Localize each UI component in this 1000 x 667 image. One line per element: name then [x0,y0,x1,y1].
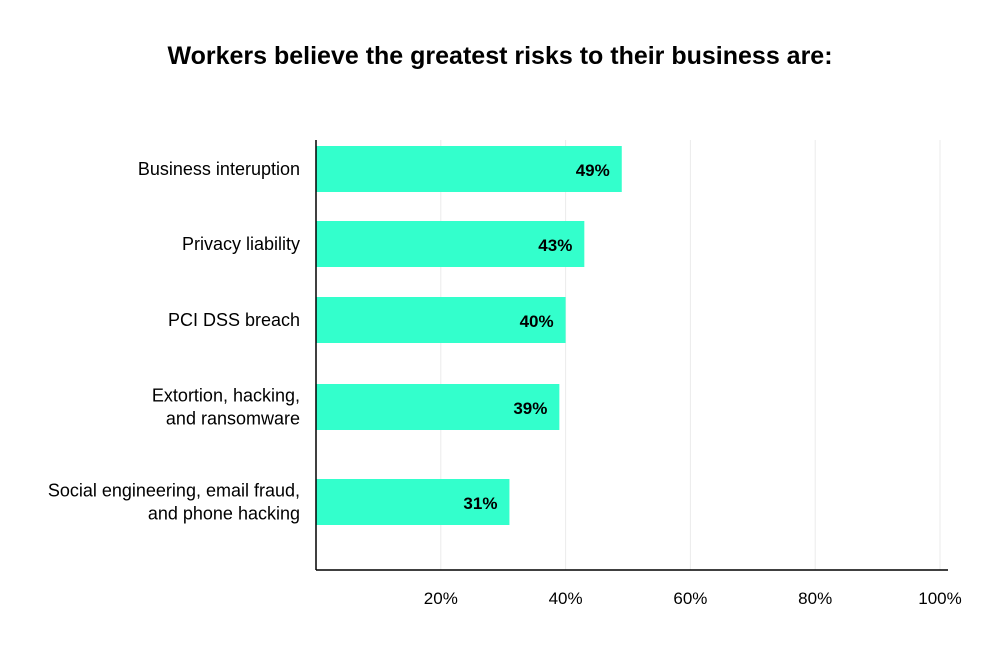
bar-2 [316,221,585,267]
category-label: Extortion, hacking, and ransomware [152,386,300,429]
category-label: Privacy liability [182,234,300,254]
x-tick-label: 40% [549,589,583,608]
x-tick-label: 80% [798,589,832,608]
category-label: Business interuption [138,159,300,179]
category-label: PCI DSS breach [168,310,300,330]
category-label-line: Social engineering, email fraud, [48,481,300,501]
bar-1 [316,146,622,192]
bar-3 [316,297,566,343]
bar-5 [316,479,510,525]
x-tick-label: 100% [918,589,961,608]
x-tick-labels: 20% 40% 60% 80% 100% [424,589,962,608]
x-tick-label: 20% [424,589,458,608]
x-tick-label: 60% [673,589,707,608]
bar-4 [316,384,560,430]
bars-layer: 49% 43% 40% 39% 31% [316,146,622,525]
bar-value-label: 40% [520,312,554,331]
bar-value-label: 43% [538,236,572,255]
bar-value-label: 49% [576,161,610,180]
chart-title: Workers believe the greatest risks to th… [167,42,833,70]
category-label-line: and phone hacking [148,504,300,524]
category-label: Social engineering, email fraud, and phon… [48,481,300,524]
grid-layer [440,140,941,570]
category-label-line: Extortion, hacking, [152,386,300,406]
bar-value-label: 31% [463,494,497,513]
bar-value-label: 39% [513,399,547,418]
category-label-line: PCI DSS breach [168,310,300,330]
axis-layer [315,140,948,571]
category-labels: Business interuption Privacy liability PCI… [48,159,300,524]
category-label-line: Business interuption [138,159,300,179]
category-label-line: and ransomware [166,409,300,429]
category-label-line: Privacy liability [182,234,300,254]
